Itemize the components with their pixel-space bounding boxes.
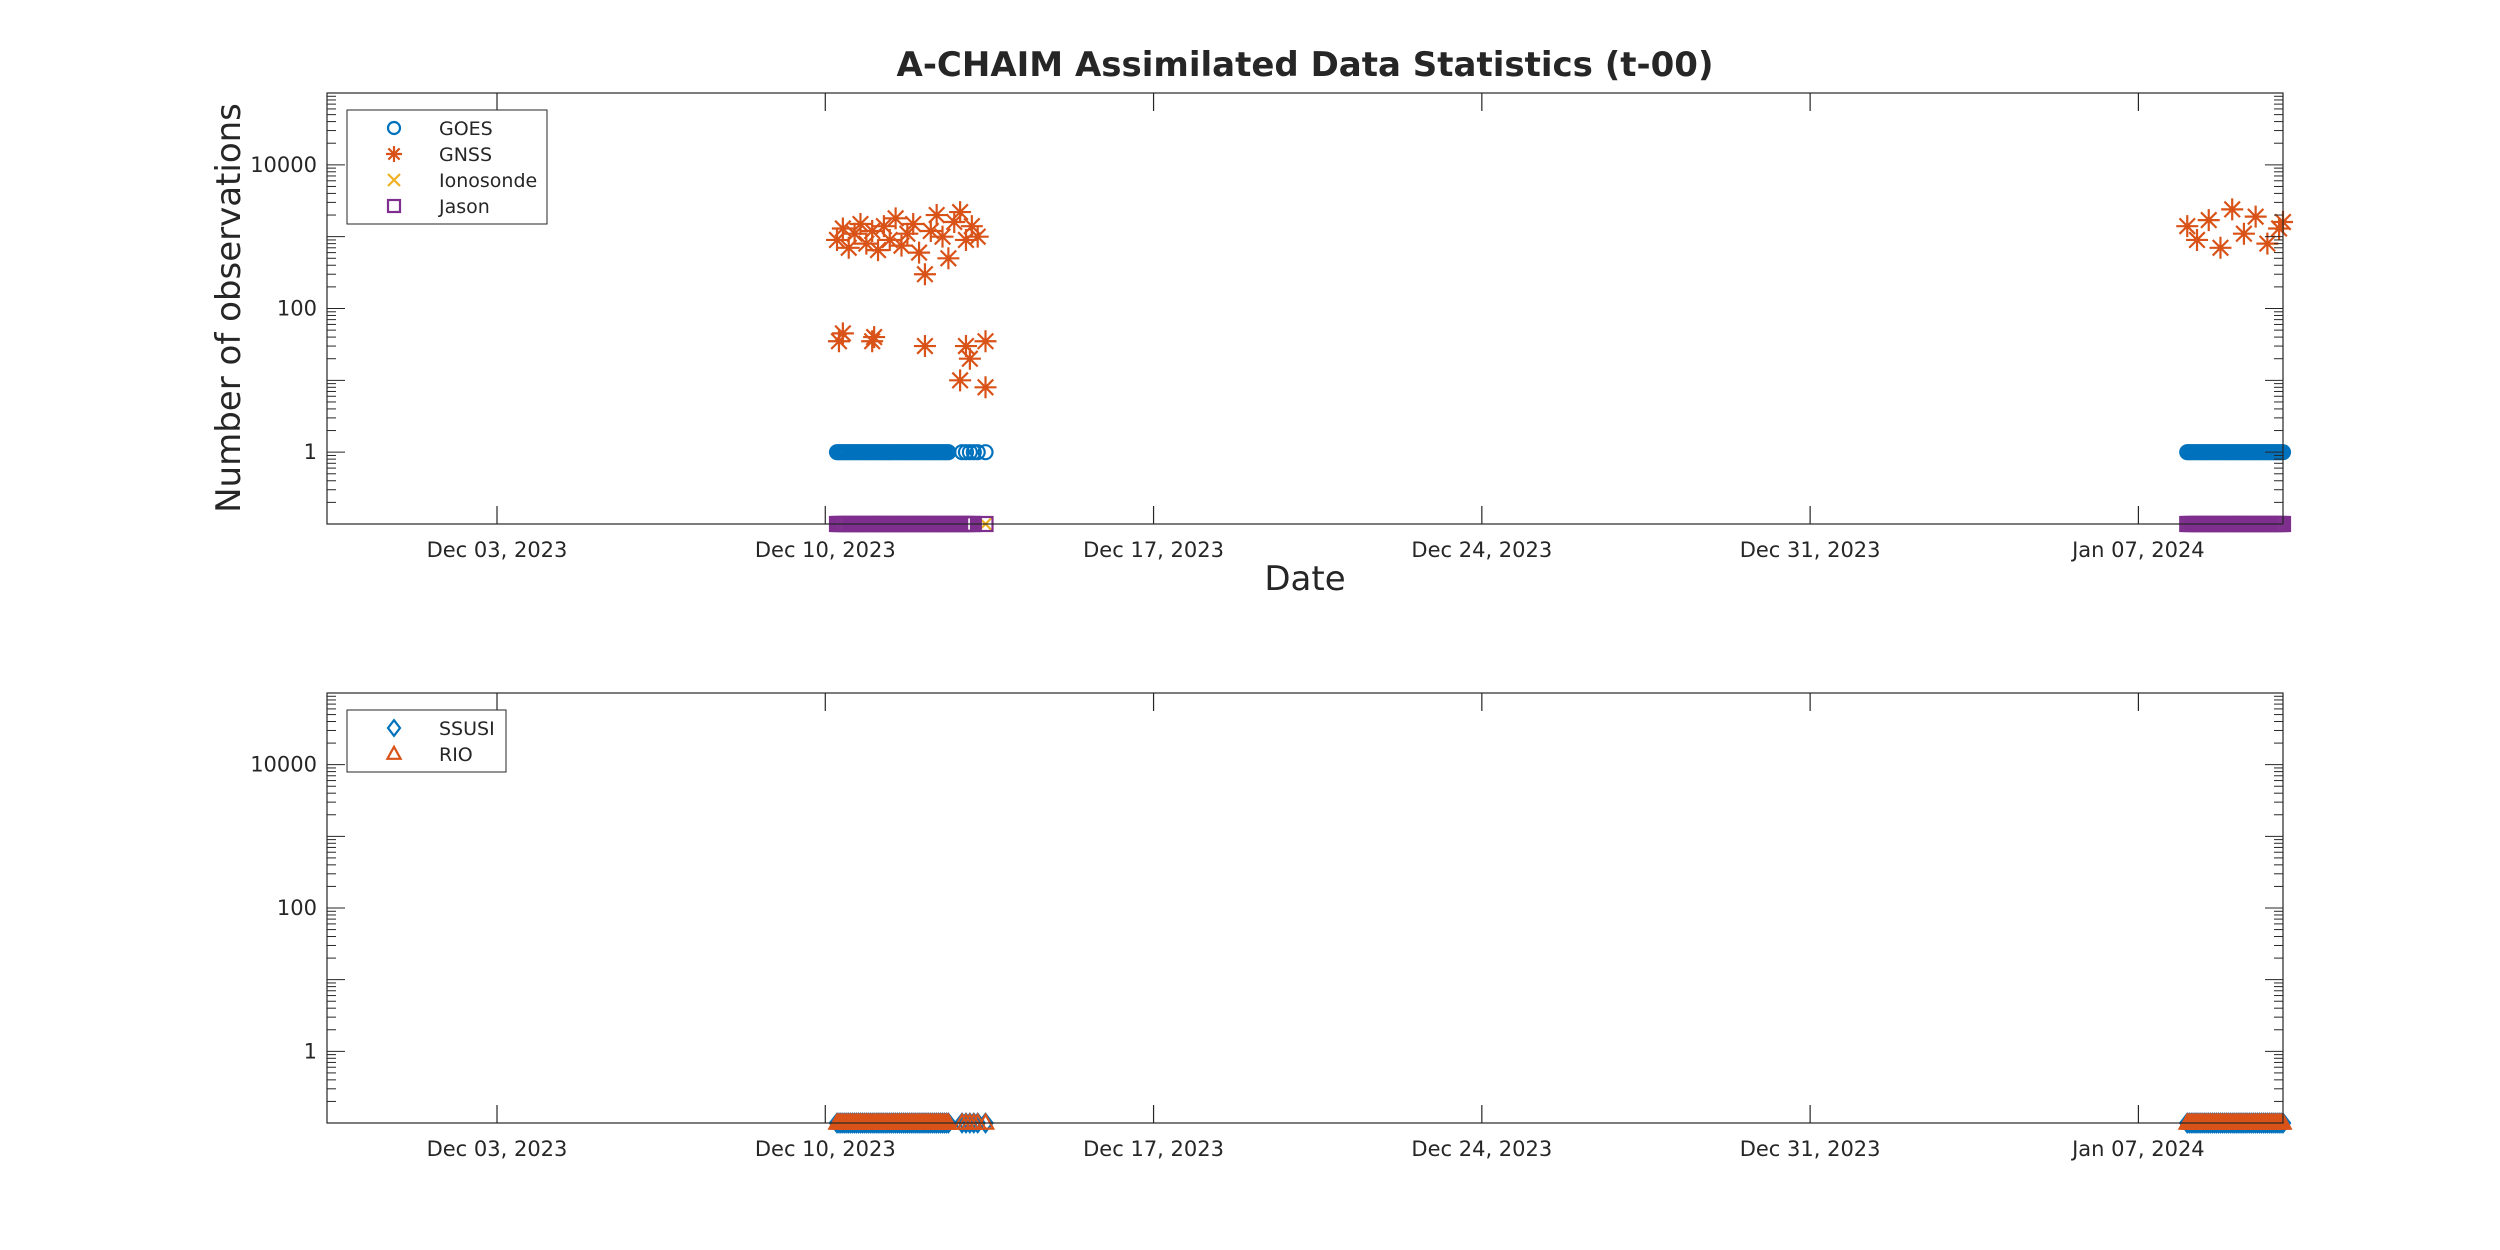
top-panel: Dec 03, 2023 Dec 10, 2023 Dec 17, 2023 Dec … <box>209 92 2293 599</box>
top-gnss-point <box>943 211 966 234</box>
top-gnss-point <box>849 213 872 236</box>
bottom-panel: Dec 03, 2023 Dec 10, 2023 Dec 17, 2023 Dec … <box>250 692 2293 1161</box>
top-gnss-point <box>2186 228 2209 251</box>
top-gnss-point <box>2176 215 2199 238</box>
bottom-legend-marker-ssusi <box>386 718 402 738</box>
bottom-legend-label: SSUSI <box>439 718 495 740</box>
top-x-tick-label: Dec 17, 2023 <box>1083 538 1224 562</box>
top-legend-label: GOES <box>439 118 493 140</box>
top-gnss-point <box>896 222 919 245</box>
top-gnss-point <box>966 225 989 248</box>
top-x-tick-label: Dec 31, 2023 <box>1740 538 1881 562</box>
top-gnss-point <box>843 222 866 245</box>
top-gnss-point <box>878 228 901 251</box>
top-gnss-point <box>937 247 960 270</box>
top-gnss-point <box>974 330 997 353</box>
top-legend-label: Jason <box>438 196 490 218</box>
bottom-legend-label: RIO <box>439 744 473 766</box>
bottom-rio-point <box>938 1112 958 1130</box>
top-gnss-point <box>861 219 884 242</box>
bottom-mark-layer <box>827 1112 2293 1134</box>
top-legend-box <box>346 109 548 225</box>
top-y-tick-label: 100 <box>277 297 317 321</box>
top-goes-point <box>969 444 986 461</box>
top-y-tick-label: 10000 <box>250 153 317 177</box>
top-legend-label: GNSS <box>439 144 492 166</box>
top-gnss-point <box>2197 209 2220 232</box>
top-gnss-point <box>831 217 854 240</box>
top-legend: GOES GNSS Ionosonde Jason <box>346 109 548 225</box>
top-legend-marker-gnss <box>386 146 402 162</box>
top-y-axis-label: Number of observations <box>209 103 249 513</box>
top-gnss-point <box>827 330 850 353</box>
top-gnss-point <box>2209 236 2232 259</box>
top-gnss-point <box>2244 205 2267 228</box>
bottom-axes: Dec 03, 2023 Dec 10, 2023 Dec 17, 2023 Dec … <box>250 692 2284 1161</box>
bottom-legend-box <box>346 709 507 773</box>
chart-title: A-CHAIM Assimilated Data Statistics (t-0… <box>897 45 1714 85</box>
top-gnss-point <box>925 204 948 227</box>
top-gnss-point <box>2268 217 2291 240</box>
bottom-series-rio <box>827 1112 2293 1130</box>
top-gnss-point <box>954 335 977 358</box>
top-gnss-point <box>2221 198 2244 221</box>
top-gnss-point <box>931 225 954 248</box>
top-gnss-point <box>913 335 936 358</box>
top-x-axis-label: Date <box>1264 559 1345 599</box>
top-gnss-point <box>913 263 936 286</box>
top-legend-marker-goes <box>386 120 402 136</box>
top-goes-point <box>977 444 994 461</box>
top-legend-label: Ionosonde <box>439 170 537 192</box>
top-gnss-point <box>954 228 977 251</box>
bottom-y-tick-label: 10000 <box>250 753 317 777</box>
top-gnss-point <box>902 213 925 236</box>
bottom-x-tick-label: Dec 24, 2023 <box>1411 1137 1552 1161</box>
bottom-x-tick-label: Dec 03, 2023 <box>427 1137 568 1161</box>
top-gnss-point <box>863 326 886 349</box>
top-gnss-point <box>855 232 878 255</box>
top-gnss-point <box>958 347 981 370</box>
bottom-x-tick-label: Dec 10, 2023 <box>755 1137 896 1161</box>
bottom-rio-point <box>2273 1112 2293 1130</box>
top-gnss-point <box>960 215 983 238</box>
bottom-y-tick-label: 100 <box>277 896 317 920</box>
top-gnss-point <box>872 215 895 238</box>
top-legend-marker-jason <box>386 198 402 214</box>
top-gnss-point <box>867 239 890 262</box>
top-gnss-point <box>831 322 854 345</box>
bottom-rio-point <box>975 1112 996 1130</box>
bottom-y-tick-label: 1 <box>304 1039 317 1063</box>
top-gnss-point <box>974 376 997 399</box>
top-gnss-point <box>890 234 913 257</box>
top-y-tick-label: 1 <box>304 440 317 464</box>
top-gnss-point <box>2256 232 2279 255</box>
top-gnss-point <box>949 369 972 392</box>
top-legend-marker-ionosonde <box>387 173 401 187</box>
top-x-tick-label: Jan 07, 2024 <box>2070 538 2205 562</box>
top-gnss-point <box>2232 222 2255 245</box>
bottom-legend: SSUSI RIO <box>346 709 507 773</box>
bottom-x-tick-label: Dec 17, 2023 <box>1083 1137 1224 1161</box>
top-gnss-point <box>884 207 907 230</box>
top-x-tick-label: Dec 03, 2023 <box>427 538 568 562</box>
top-axes: Dec 03, 2023 Dec 10, 2023 Dec 17, 2023 Dec … <box>250 92 2284 562</box>
top-x-tick-label: Dec 24, 2023 <box>1411 538 1552 562</box>
bottom-legend-marker-rio <box>385 744 403 760</box>
top-gnss-point <box>837 236 860 259</box>
bottom-x-tick-label: Dec 31, 2023 <box>1740 1137 1881 1161</box>
bottom-x-tick-label: Jan 07, 2024 <box>2070 1137 2205 1161</box>
top-gnss-point <box>908 241 931 264</box>
top-gnss-point <box>919 219 942 242</box>
top-gnss-point <box>949 201 972 224</box>
bottom-data-marks <box>827 1112 2293 1134</box>
top-x-tick-label: Dec 10, 2023 <box>755 538 896 562</box>
top-gnss-point <box>861 330 884 353</box>
top-gnss-point <box>826 228 849 251</box>
